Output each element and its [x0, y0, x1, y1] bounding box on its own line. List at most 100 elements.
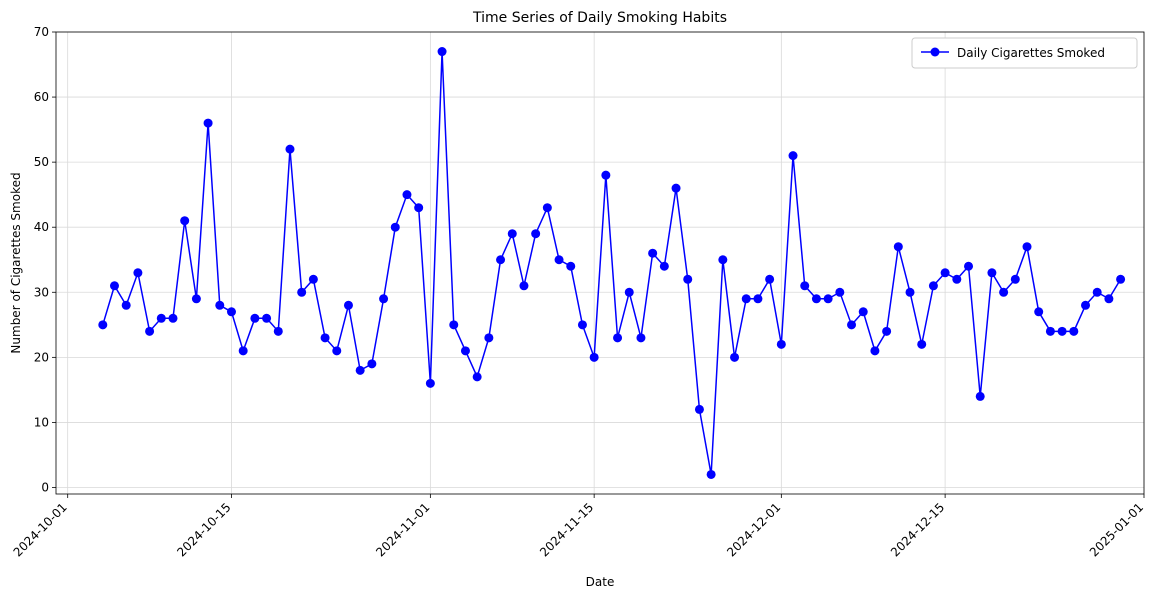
data-point [882, 326, 892, 336]
data-point [741, 294, 751, 304]
data-point [437, 47, 447, 57]
data-point [133, 268, 143, 278]
data-point [402, 190, 412, 200]
data-point [1104, 294, 1114, 304]
data-point [1069, 326, 1079, 336]
data-point [238, 346, 248, 356]
data-point [589, 352, 599, 362]
data-point [180, 216, 190, 226]
y-tick-label: 30 [34, 285, 49, 299]
data-point [191, 294, 201, 304]
data-point [203, 118, 213, 128]
x-tick-label: 2024-11-01 [373, 500, 432, 559]
data-point [145, 326, 155, 336]
y-tick-label: 10 [34, 415, 49, 429]
data-point [648, 248, 658, 258]
data-point [332, 346, 342, 356]
data-point [542, 203, 552, 213]
data-point [659, 261, 669, 271]
data-point [1116, 274, 1126, 284]
data-point [870, 346, 880, 356]
data-point [379, 294, 389, 304]
data-point [893, 242, 903, 252]
data-point [706, 469, 716, 479]
data-point [694, 404, 704, 414]
legend: Daily Cigarettes Smoked [911, 37, 1138, 69]
data-point [472, 372, 482, 382]
x-tick-label: 2024-10-15 [174, 500, 233, 559]
x-axis-label: Date [586, 575, 615, 589]
data-point [484, 333, 494, 343]
data-point [999, 287, 1009, 297]
data-point [1010, 274, 1020, 284]
data-point [566, 261, 576, 271]
data-point [718, 255, 728, 265]
x-tick-label: 2024-12-01 [724, 500, 783, 559]
data-point [753, 294, 763, 304]
data-point [215, 300, 225, 310]
x-tick-label: 2024-10-01 [11, 500, 70, 559]
data-point [156, 313, 166, 323]
data-point [343, 300, 353, 310]
data-point [964, 261, 974, 271]
data-point [460, 346, 470, 356]
data-point [671, 183, 681, 193]
data-point [917, 339, 927, 349]
x-tick-label: 2024-11-15 [537, 500, 596, 559]
plot-series [98, 47, 1126, 479]
data-point [823, 294, 833, 304]
data-point [1034, 307, 1044, 317]
data-point [835, 287, 845, 297]
chart-title: Time Series of Daily Smoking Habits [472, 10, 727, 26]
data-point [1092, 287, 1102, 297]
data-point [765, 274, 775, 284]
data-point [987, 268, 997, 278]
data-point [390, 222, 400, 232]
data-point [788, 151, 798, 161]
data-point [858, 307, 868, 317]
y-tick-label: 40 [34, 220, 49, 234]
plot-frame [55, 31, 1145, 495]
data-point [98, 320, 108, 330]
data-point [636, 333, 646, 343]
y-tick-label: 60 [34, 90, 49, 104]
grid [56, 31, 1145, 494]
data-point [531, 229, 541, 239]
data-point [519, 281, 529, 291]
y-axis: 0 10 20 30 40 50 60 70 [34, 25, 56, 494]
data-point [811, 294, 821, 304]
data-point [905, 287, 915, 297]
data-point [1081, 300, 1091, 310]
x-axis: 2024-10-01 2024-10-15 2024-11-01 2024-11-15… [11, 494, 1146, 559]
y-tick-label: 20 [34, 350, 49, 364]
data-point [168, 313, 178, 323]
data-point [847, 320, 857, 330]
data-point [367, 359, 377, 369]
data-point [250, 313, 260, 323]
series-line [102, 51, 1122, 475]
data-point [308, 274, 318, 284]
data-point [928, 281, 938, 291]
data-point [624, 287, 634, 297]
data-point [121, 300, 131, 310]
data-point [554, 255, 564, 265]
data-point [320, 333, 330, 343]
data-point [297, 287, 307, 297]
data-point [414, 203, 424, 213]
data-point [730, 352, 740, 362]
data-point [577, 320, 587, 330]
data-point [1022, 242, 1032, 252]
data-point [273, 326, 283, 336]
data-point [1045, 326, 1055, 336]
data-point [507, 229, 517, 239]
data-point [975, 391, 985, 401]
y-tick-label: 70 [34, 25, 49, 39]
data-point [285, 144, 295, 154]
data-point [1057, 326, 1067, 336]
data-point [425, 378, 435, 388]
x-tick-label: 2024-12-15 [888, 500, 947, 559]
x-tick-label: 2025-01-01 [1087, 500, 1146, 559]
legend-box [911, 37, 1138, 69]
data-point [449, 320, 459, 330]
